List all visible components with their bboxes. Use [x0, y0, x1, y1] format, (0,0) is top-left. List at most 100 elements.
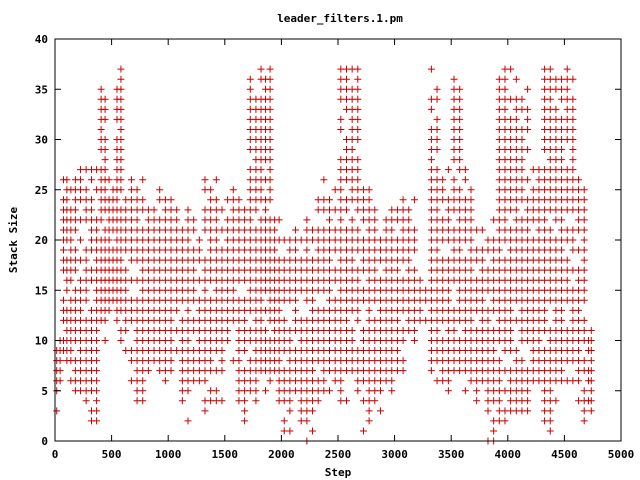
- data-point: [101, 337, 109, 344]
- data-point: [241, 417, 249, 425]
- data-point: [266, 85, 274, 93]
- data-point: [354, 75, 362, 83]
- data-point: [456, 105, 464, 113]
- data-point: [117, 105, 125, 113]
- data-point: [117, 156, 125, 164]
- data-point: [93, 337, 101, 344]
- data-point: [467, 216, 475, 224]
- data-point: [456, 156, 464, 164]
- data-point: [246, 216, 254, 224]
- data-point: [507, 306, 515, 314]
- data-point: [71, 266, 79, 274]
- data-point: [450, 176, 458, 184]
- data-point: [507, 65, 515, 73]
- data-point: [410, 236, 418, 244]
- data-point: [63, 176, 71, 184]
- data-point: [473, 387, 481, 395]
- data-point: [580, 266, 588, 274]
- data-point: [337, 377, 345, 385]
- data-point: [575, 176, 583, 184]
- data-point: [518, 156, 526, 164]
- data-point: [580, 326, 588, 334]
- data-point: [93, 347, 101, 355]
- data-point: [224, 337, 232, 344]
- data-point: [524, 226, 532, 234]
- data-point: [117, 176, 125, 184]
- data-point: [490, 347, 498, 355]
- data-point: [309, 427, 317, 435]
- data-point: [212, 236, 220, 244]
- data-point: [257, 166, 265, 174]
- data-point: [117, 146, 125, 154]
- data-point: [569, 236, 577, 244]
- data-point: [241, 407, 249, 415]
- data-point: [53, 407, 61, 415]
- data-point: [127, 176, 135, 184]
- y-tick-label: 0: [41, 435, 48, 448]
- data-point: [348, 146, 356, 154]
- data-point: [262, 206, 270, 214]
- data-point: [580, 226, 588, 234]
- data-point: [280, 417, 288, 425]
- data-point: [218, 357, 226, 365]
- data-point: [337, 216, 345, 224]
- data-point: [275, 216, 283, 224]
- data-point: [71, 226, 79, 234]
- data-point: [524, 105, 532, 113]
- data-point: [93, 357, 101, 365]
- data-point: [150, 206, 158, 214]
- data-point: [427, 105, 435, 113]
- data-point: [354, 166, 362, 174]
- x-tick-label: 1500: [212, 448, 239, 461]
- data-point: [587, 337, 595, 344]
- data-point: [342, 316, 350, 324]
- data-point: [354, 276, 362, 284]
- data-point: [410, 337, 418, 344]
- data-point: [201, 407, 209, 415]
- data-point: [309, 367, 317, 375]
- x-tick-label: 1000: [155, 448, 182, 461]
- data-point: [410, 196, 418, 204]
- data-point: [139, 387, 147, 395]
- data-point: [139, 196, 147, 204]
- data-point: [580, 316, 588, 324]
- data-point: [113, 196, 121, 204]
- data-point: [71, 206, 79, 214]
- x-tick-label: 4000: [495, 448, 522, 461]
- data-point: [354, 156, 362, 164]
- data-point: [286, 407, 294, 415]
- data-point: [569, 115, 577, 123]
- data-point: [478, 226, 486, 234]
- data-point: [326, 256, 334, 264]
- data-point: [252, 397, 260, 405]
- data-point: [580, 206, 588, 214]
- data-point: [303, 216, 311, 224]
- y-tick-label: 35: [35, 83, 48, 96]
- data-point: [266, 105, 274, 113]
- data-point: [416, 276, 424, 284]
- data-point: [569, 75, 577, 83]
- data-point: [433, 326, 441, 334]
- data-point: [524, 125, 532, 133]
- data-point: [569, 95, 577, 103]
- data-point: [167, 316, 175, 324]
- data-point: [67, 347, 75, 355]
- data-point: [326, 216, 334, 224]
- data-point: [224, 326, 232, 334]
- data-point: [320, 176, 328, 184]
- data-point: [212, 216, 220, 224]
- data-point: [97, 125, 105, 133]
- y-tick-label: 10: [35, 335, 48, 348]
- data-point: [563, 85, 571, 93]
- data-point: [101, 316, 109, 324]
- data-point: [354, 85, 362, 93]
- data-point: [558, 367, 566, 375]
- data-point: [518, 136, 526, 143]
- data-point: [376, 407, 384, 415]
- data-point: [371, 216, 379, 224]
- data-point: [117, 115, 125, 123]
- data-point: [252, 206, 260, 214]
- data-point: [580, 286, 588, 294]
- data-point: [456, 146, 464, 154]
- data-point: [286, 397, 294, 405]
